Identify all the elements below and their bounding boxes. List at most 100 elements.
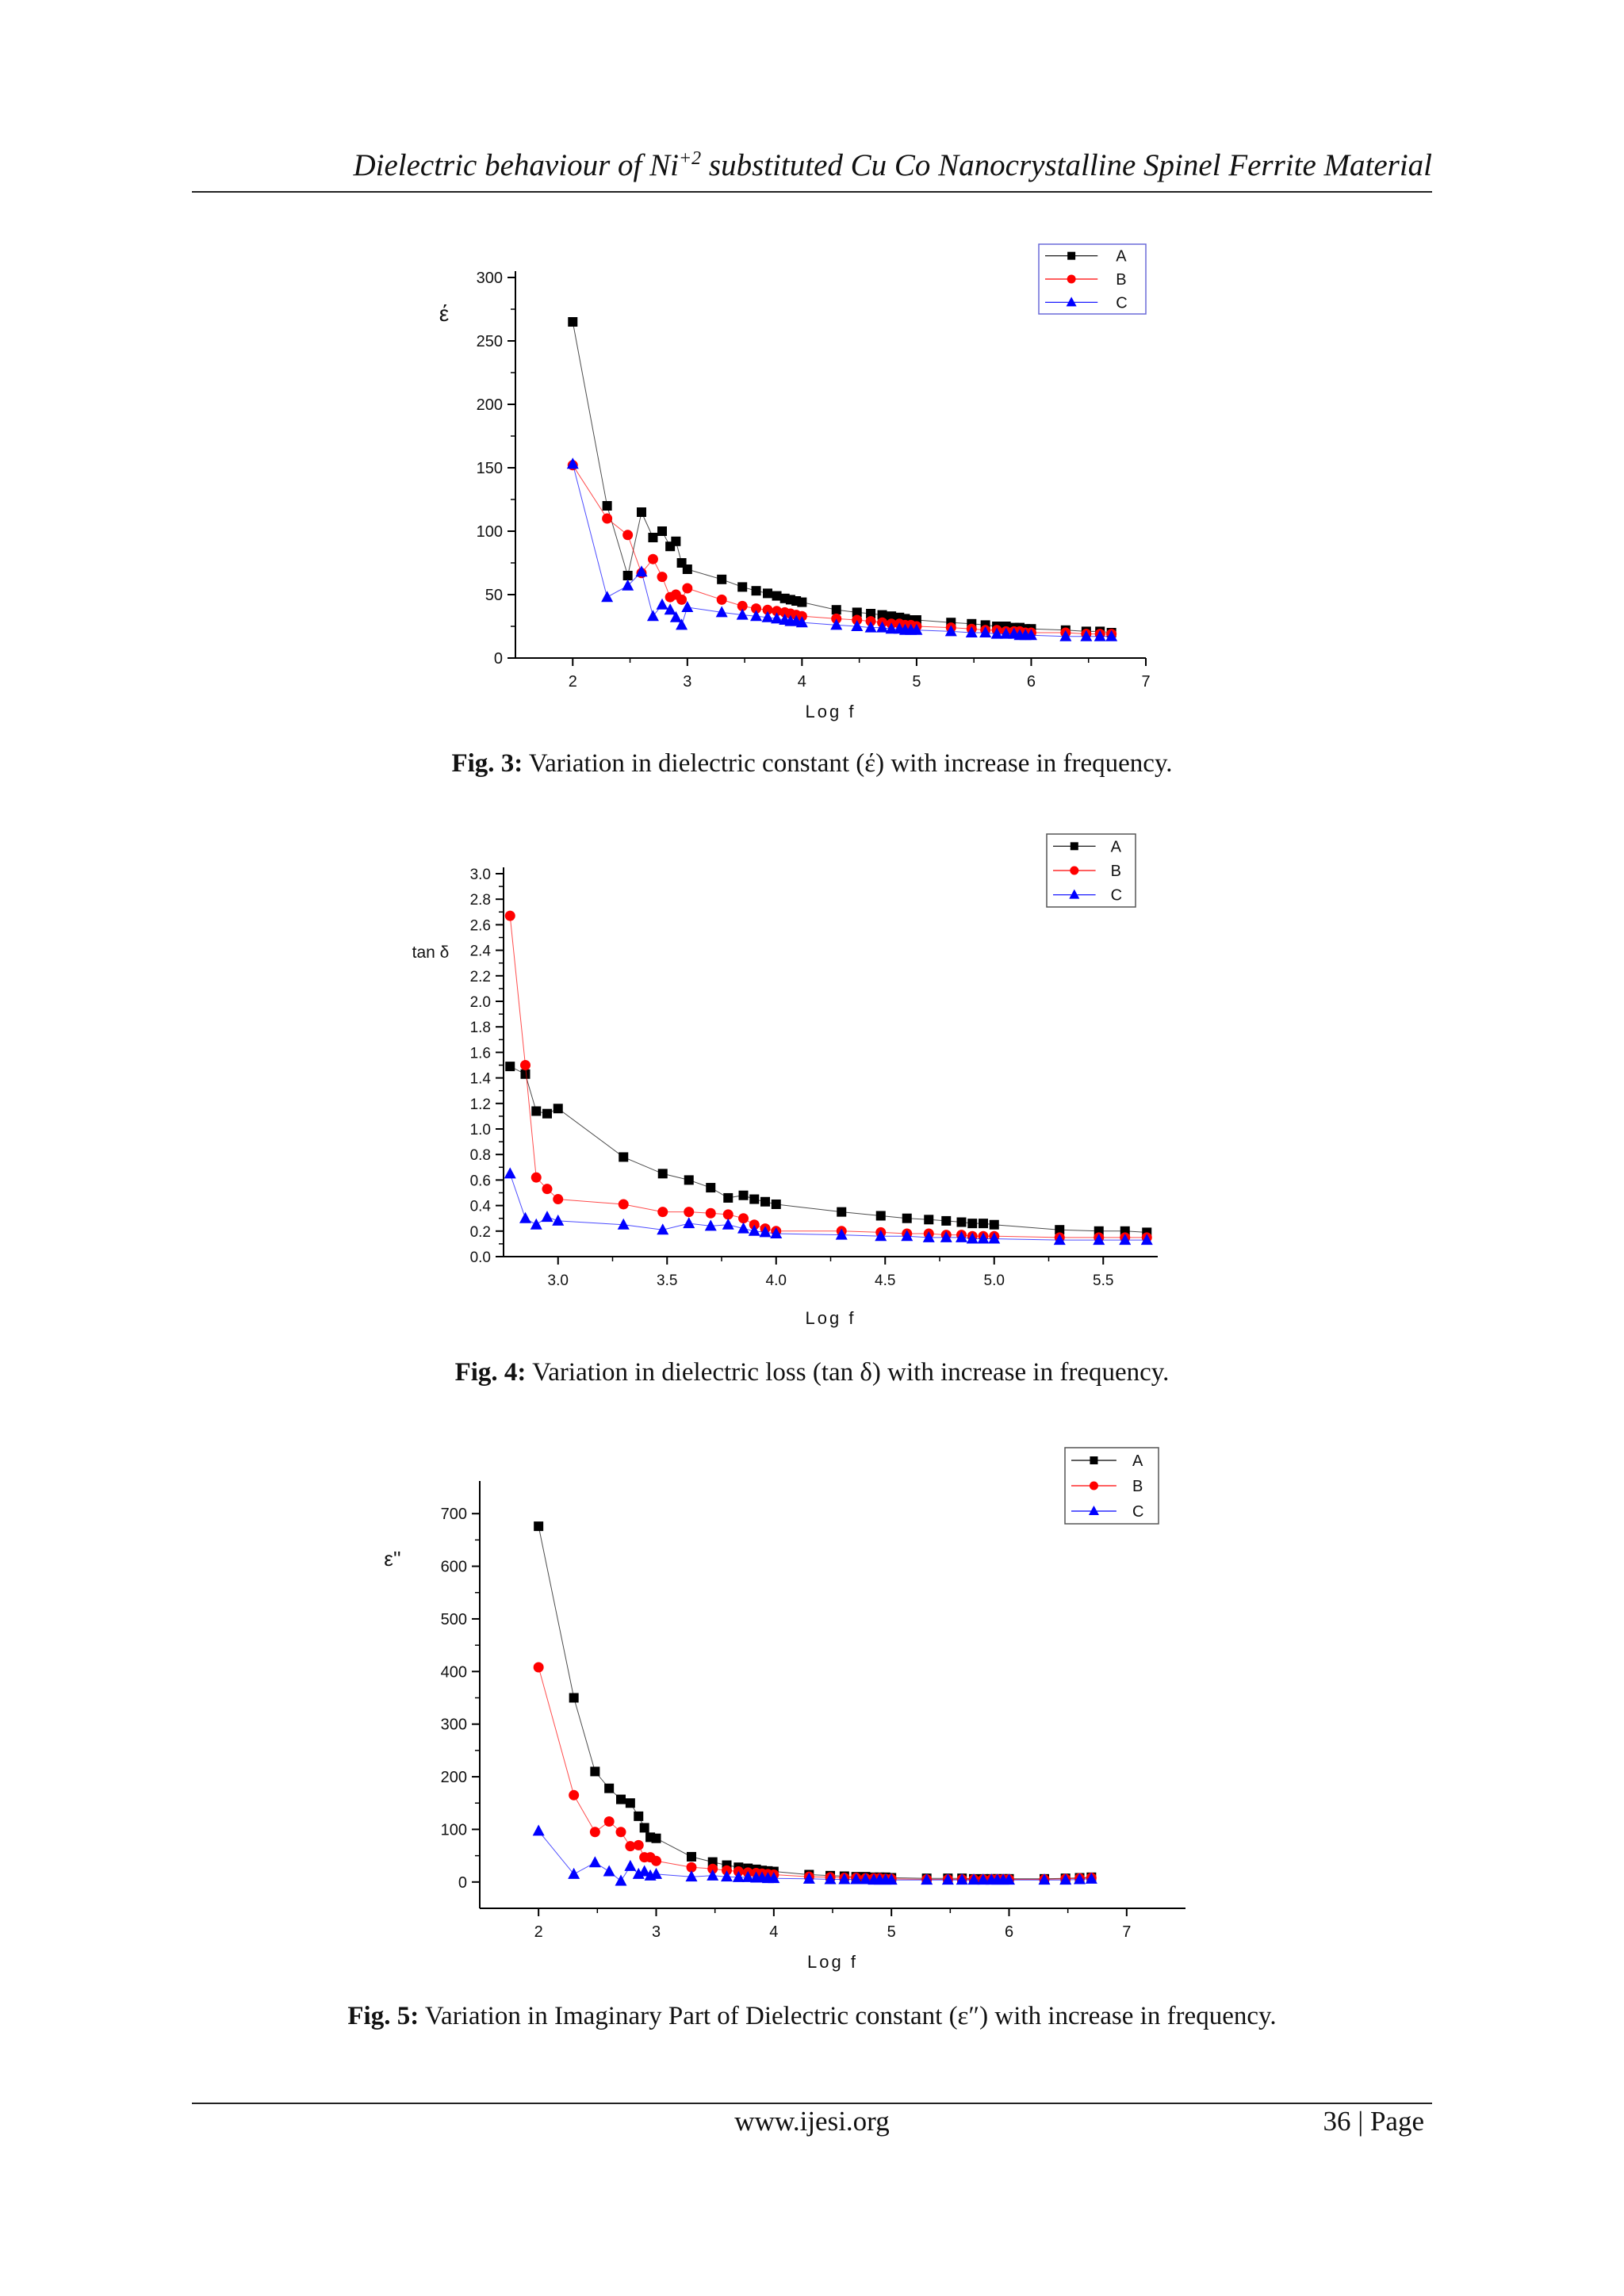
data-point-C bbox=[966, 1232, 979, 1244]
series-A bbox=[568, 317, 1116, 637]
data-point-C bbox=[940, 1230, 952, 1242]
data-point-A bbox=[634, 1811, 644, 1821]
legend-label-C: C bbox=[1116, 294, 1127, 312]
x-axis-label: Log f bbox=[806, 1308, 856, 1328]
x-tick-label: 3 bbox=[683, 673, 691, 691]
figure-3-caption-text: Variation in dielectric constant (έ) wit… bbox=[523, 749, 1173, 778]
data-point-B bbox=[705, 1207, 716, 1219]
data-point-A bbox=[797, 597, 807, 607]
data-point-A bbox=[831, 605, 841, 615]
data-point-A bbox=[717, 574, 727, 584]
x-axis-label: Log f bbox=[807, 1952, 858, 1972]
data-point-A bbox=[602, 501, 612, 511]
data-point-C bbox=[681, 601, 694, 612]
data-point-A bbox=[625, 1798, 635, 1808]
data-point-C bbox=[967, 1873, 980, 1885]
y-tick-label: 1.2 bbox=[470, 1096, 491, 1113]
data-point-B bbox=[633, 1839, 644, 1850]
legend-marker-B bbox=[1067, 274, 1076, 284]
data-point-C bbox=[851, 620, 864, 631]
data-point-C bbox=[635, 565, 648, 577]
figure-4-caption-text: Variation in dielectric loss (tan δ) wit… bbox=[526, 1358, 1170, 1387]
data-point-B bbox=[684, 1207, 695, 1218]
data-point-C bbox=[721, 1870, 733, 1882]
y-tick-label: 700 bbox=[441, 1506, 467, 1523]
data-point-C bbox=[956, 1230, 967, 1242]
data-point-C bbox=[704, 1219, 717, 1231]
data-point-A bbox=[590, 1766, 600, 1777]
data-point-C bbox=[1080, 629, 1093, 641]
series-B-line bbox=[538, 1667, 1092, 1880]
y-tick-label: 0 bbox=[494, 650, 503, 668]
y-tick-label: 1.8 bbox=[470, 1020, 491, 1036]
x-tick-label: 5 bbox=[912, 673, 921, 691]
y-tick-label: 0.2 bbox=[470, 1224, 491, 1241]
figure-5: 2 3 4 5 6 7 0 100 200 300 400 500 600 700 Log f ε'' A B C bbox=[377, 1435, 1217, 1974]
data-point-C bbox=[771, 612, 783, 624]
legend-marker-B bbox=[1070, 866, 1079, 875]
data-point-C bbox=[838, 1873, 851, 1885]
data-point-C bbox=[530, 1218, 542, 1230]
data-point-A bbox=[637, 507, 646, 517]
data-point-C bbox=[622, 579, 634, 591]
x-tick-label: 5 bbox=[887, 1923, 896, 1941]
data-point-A bbox=[553, 1104, 563, 1114]
data-point-C bbox=[1000, 627, 1013, 639]
series-C bbox=[504, 1167, 1153, 1246]
data-point-C bbox=[901, 1230, 914, 1242]
data-point-B bbox=[602, 513, 613, 524]
legend-marker-C bbox=[1069, 889, 1080, 899]
series-A-line bbox=[509, 1066, 1147, 1233]
data-point-B bbox=[615, 1827, 626, 1838]
data-point-A bbox=[771, 1199, 781, 1209]
data-point-C bbox=[965, 626, 978, 637]
data-point-B bbox=[530, 1172, 542, 1183]
header-title-sup: +2 bbox=[678, 148, 702, 169]
data-point-C bbox=[990, 627, 1003, 639]
data-point-C bbox=[736, 608, 749, 620]
legend-marker-C bbox=[1066, 297, 1077, 307]
y-tick-label: 50 bbox=[485, 587, 503, 604]
y-tick-label: 2.8 bbox=[470, 892, 491, 909]
data-point-C bbox=[603, 1865, 615, 1877]
data-point-B bbox=[603, 1816, 615, 1827]
legend-marker-A bbox=[1070, 842, 1078, 851]
y-tick-label: 0.8 bbox=[470, 1147, 491, 1164]
data-point-A bbox=[520, 1069, 530, 1079]
x-tick-label: 3 bbox=[652, 1923, 661, 1941]
chart-3-svg: 2 3 4 5 6 7 0 100 200 300 400 500 600 700 Log f ε'' ABC bbox=[384, 1447, 1185, 1972]
data-point-A bbox=[604, 1783, 615, 1793]
data-point-C bbox=[941, 1873, 954, 1885]
data-point-A bbox=[648, 533, 658, 542]
x-tick-label: 6 bbox=[1027, 673, 1036, 691]
legend-label-A: A bbox=[1116, 248, 1127, 266]
data-point-A bbox=[622, 571, 633, 580]
y-tick-label: 0 bbox=[458, 1874, 467, 1892]
data-point-C bbox=[732, 1870, 745, 1882]
data-point-B bbox=[569, 1789, 580, 1800]
footer-rule bbox=[192, 2103, 1432, 2104]
legend-label-A: A bbox=[1111, 838, 1122, 855]
data-point-A bbox=[887, 611, 897, 622]
y-axis-label: tan δ bbox=[412, 943, 450, 962]
data-point-C bbox=[656, 598, 668, 610]
data-point-C bbox=[824, 1873, 837, 1885]
y-tick-label: 1.4 bbox=[470, 1071, 492, 1088]
data-point-B bbox=[504, 910, 515, 921]
data-point-A bbox=[772, 591, 782, 601]
data-point-C bbox=[552, 1214, 565, 1226]
figure-5-caption-label: Fig. 5: bbox=[347, 2002, 419, 2030]
series-B-line bbox=[572, 465, 1112, 635]
data-point-C bbox=[876, 621, 889, 633]
series-A-line bbox=[572, 321, 1112, 633]
data-point-C bbox=[504, 1167, 516, 1179]
legend-label-B: B bbox=[1132, 1478, 1143, 1495]
data-point-A bbox=[837, 1207, 847, 1217]
legend-marker-A bbox=[1090, 1456, 1098, 1464]
y-tick-label: 2.6 bbox=[470, 917, 491, 934]
data-point-A bbox=[505, 1062, 515, 1072]
data-point-A bbox=[751, 586, 761, 596]
data-point-C bbox=[922, 1230, 935, 1242]
data-point-A bbox=[723, 1192, 733, 1203]
series-C bbox=[532, 1824, 1097, 1886]
